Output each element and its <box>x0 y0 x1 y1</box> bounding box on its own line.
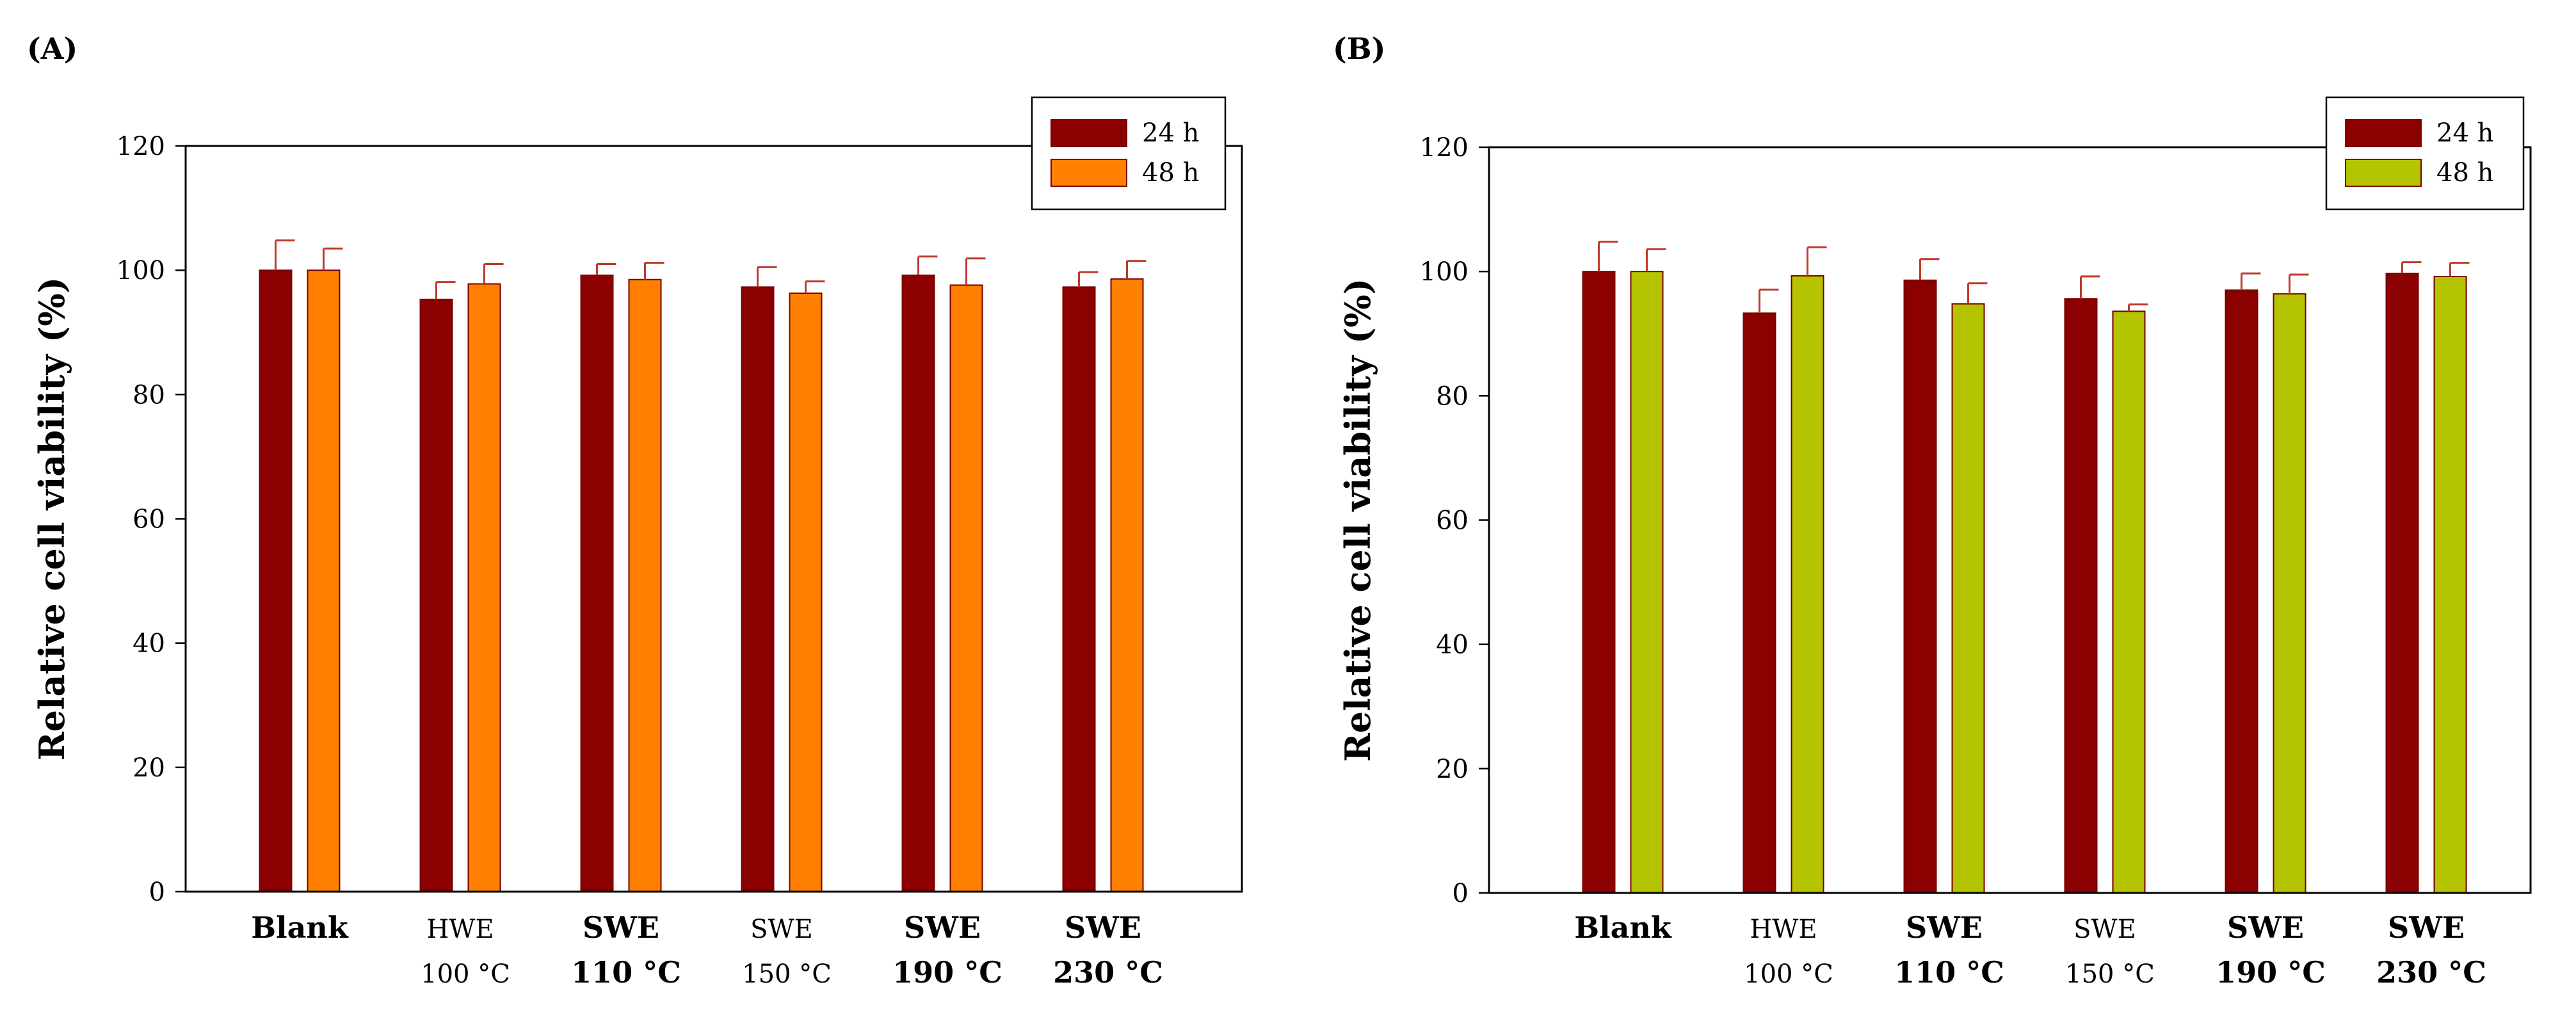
bar-24h-1 <box>419 298 453 892</box>
legend-swatch <box>2345 159 2422 187</box>
x-category-sublabel: 230 °C <box>2376 955 2486 990</box>
bar-24h-4 <box>2225 289 2258 894</box>
bar-48h-0 <box>1630 271 1664 894</box>
bar-24h-2 <box>580 274 614 892</box>
legend-label: 24 h <box>1142 118 1199 148</box>
bar-24h-0 <box>259 269 293 892</box>
x-category-label: HWE <box>1750 915 1817 944</box>
y-tick-label: 0 <box>1453 879 1469 908</box>
plot-frame <box>184 145 1243 893</box>
y-tick-label: 40 <box>133 629 165 659</box>
panel-label: (B) <box>1333 31 1385 66</box>
y-axis-label: Relative cell viability (%) <box>1337 278 1378 762</box>
bar-48h-2 <box>1951 303 1985 894</box>
legend-box <box>2325 96 2525 211</box>
y-tick-label: 120 <box>117 132 165 161</box>
x-category-sublabel: 150 °C <box>742 960 832 989</box>
legend-swatch <box>1051 159 1127 187</box>
x-category-sublabel: 150 °C <box>2065 960 2155 989</box>
y-tick-label: 0 <box>149 878 165 907</box>
bar-48h-1 <box>467 283 501 892</box>
bar-48h-4 <box>2273 293 2306 894</box>
y-tick-label: 100 <box>1420 257 1469 287</box>
y-axis-label: Relative cell viability (%) <box>31 277 72 761</box>
x-category-sublabel: 190 °C <box>892 955 1002 990</box>
y-tick-label: 80 <box>1436 381 1469 411</box>
x-category-label: SWE <box>2227 910 2304 945</box>
x-category-label: SWE <box>2073 915 2136 944</box>
x-category-label: Blank <box>251 910 349 945</box>
x-category-sublabel: 100 °C <box>1744 960 1833 989</box>
y-tick-label: 20 <box>133 753 165 783</box>
x-category-label: SWE <box>2388 910 2465 945</box>
x-category-label: SWE <box>1906 910 1983 945</box>
x-category-label: SWE <box>1065 910 1141 945</box>
bar-24h-3 <box>741 286 775 893</box>
x-category-sublabel: 230 °C <box>1053 955 1163 990</box>
y-tick-label: 20 <box>1436 755 1469 784</box>
chart-panel-a: (A) 0 20 40 60 80 100 120 Relative cell viabilit… <box>27 31 1243 990</box>
x-category-label: HWE <box>426 915 494 944</box>
legend-label: 48 h <box>2436 158 2493 188</box>
bar-24h-3 <box>2064 298 2098 894</box>
x-category-label: Blank <box>1574 910 1672 945</box>
legend-label: 24 h <box>2436 118 2493 148</box>
panel-label: (A) <box>27 31 77 66</box>
y-tick-label: 60 <box>133 505 165 534</box>
bar-24h-1 <box>1743 312 1776 894</box>
bar-24h-5 <box>2385 273 2419 894</box>
bar-48h-4 <box>949 284 983 892</box>
x-category-sublabel: 110 °C <box>1894 955 2004 990</box>
bar-24h-2 <box>1903 279 1937 894</box>
x-category-label: SWE <box>904 910 981 945</box>
bar-48h-1 <box>1791 275 1824 894</box>
x-category-sublabel: 100 °C <box>421 960 510 989</box>
bar-48h-2 <box>628 278 662 892</box>
legend-swatch <box>1051 119 1127 147</box>
legend-box <box>1031 96 1227 211</box>
x-category-sublabel: 190 °C <box>2216 955 2326 990</box>
y-tick-label: 120 <box>1420 133 1469 163</box>
x-category-label: SWE <box>583 910 659 945</box>
bar-48h-0 <box>307 269 341 892</box>
y-tick-label: 100 <box>117 256 165 285</box>
x-category-sublabel: 110 °C <box>571 955 681 990</box>
x-category-label: SWE <box>750 915 813 944</box>
y-tick-label: 40 <box>1436 630 1469 660</box>
chart-panel-b: (B) 0 20 40 60 80 100 120 Relative cell viabilit… <box>1333 31 2532 990</box>
legend-label: 48 h <box>1142 158 1199 188</box>
y-tick-label: 80 <box>133 380 165 410</box>
bar-24h-5 <box>1062 286 1096 893</box>
bar-24h-4 <box>901 274 935 892</box>
plot-frame <box>1488 146 2532 894</box>
bar-48h-5 <box>1110 278 1144 892</box>
bar-48h-5 <box>2433 275 2467 894</box>
legend-swatch <box>2345 119 2422 147</box>
y-tick-label: 60 <box>1436 506 1469 536</box>
bar-48h-3 <box>789 293 823 892</box>
bar-24h-0 <box>1582 271 1616 894</box>
bar-48h-3 <box>2112 310 2146 894</box>
